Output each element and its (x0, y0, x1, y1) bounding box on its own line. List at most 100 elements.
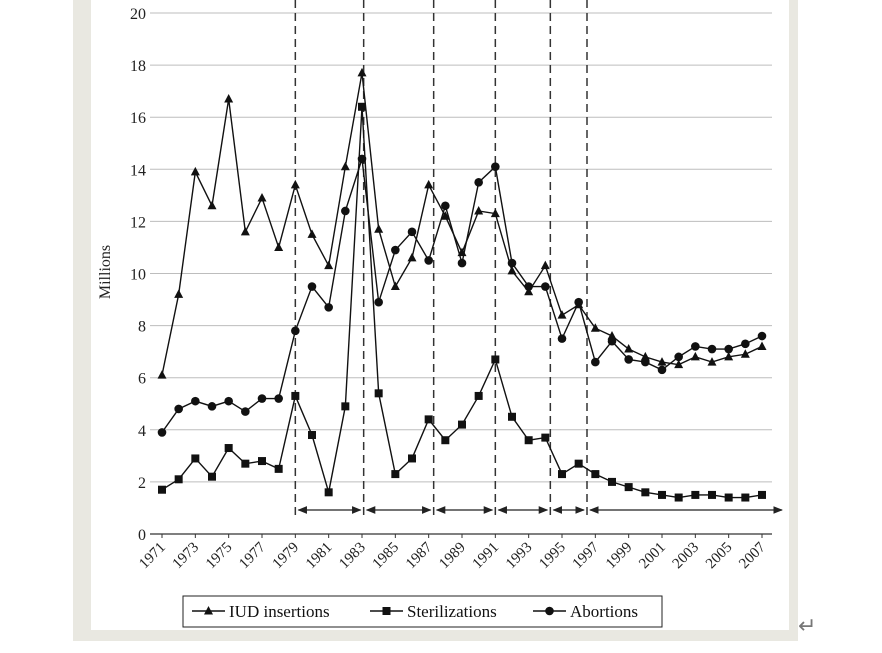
y-tick-labels: 0 2 4 6 8 10 12 14 16 18 20 (130, 6, 146, 544)
data-point (607, 336, 617, 346)
data-point (208, 472, 216, 481)
legend-label: Sterilizations (407, 602, 497, 621)
data-point (741, 339, 750, 349)
data-point (591, 470, 600, 479)
data-point (624, 483, 633, 492)
data-point (474, 178, 483, 187)
period-boundary-lines (294, 0, 588, 518)
data-point (608, 477, 616, 486)
legend: IUD insertions Sterilizations Abortions (182, 595, 663, 628)
data-point (241, 407, 250, 416)
data-point (524, 436, 533, 445)
gridlines (150, 12, 772, 535)
y-tick-label: 2 (138, 475, 146, 492)
x-tick-label: 2005 (703, 540, 736, 573)
figure-panel (91, 0, 789, 630)
x-tick-label: 1987 (403, 539, 436, 572)
data-point (391, 470, 400, 479)
data-point (274, 242, 284, 251)
x-tick-label: 1993 (503, 540, 536, 573)
y-axis-label: Millions (97, 245, 114, 299)
y-tick-label: 10 (130, 267, 146, 284)
data-point (474, 391, 483, 400)
data-point (324, 488, 333, 497)
data-point (174, 289, 184, 298)
series-circle (157, 154, 767, 437)
x-tick-label: 1997 (570, 539, 603, 572)
data-point (545, 606, 554, 616)
series-line (161, 72, 763, 376)
y-tick-label: 18 (130, 58, 146, 75)
data-point (324, 260, 334, 270)
data-point (557, 310, 567, 319)
data-point (674, 352, 683, 362)
x-tick-label: 2001 (636, 540, 669, 573)
data-point (174, 475, 183, 484)
y-tick-label: 12 (130, 214, 146, 231)
data-point (491, 162, 500, 171)
data-point (474, 205, 484, 215)
data-point (390, 281, 400, 291)
data-point (290, 179, 300, 189)
data-point (224, 93, 234, 103)
data-point (441, 201, 450, 211)
data-point (357, 67, 367, 77)
legend-label: IUD insertions (229, 602, 330, 621)
data-point (308, 431, 316, 440)
y-tick-label: 4 (138, 423, 146, 440)
data-point (690, 351, 700, 361)
data-point (258, 457, 266, 466)
x-tick-label: 1971 (136, 540, 169, 573)
legend-label: Abortions (570, 602, 638, 621)
series-triangle (157, 67, 767, 379)
x-tick-label: 1995 (536, 540, 569, 573)
data-point (574, 297, 583, 307)
x-tick-label: 1977 (236, 539, 269, 572)
data-point (204, 606, 213, 615)
data-point (624, 355, 633, 364)
data-point (558, 470, 566, 479)
data-point (757, 331, 767, 341)
data-point (257, 394, 267, 403)
data-point (157, 428, 167, 437)
data-point (724, 351, 734, 361)
data-point (440, 211, 450, 220)
legend-box (182, 595, 663, 628)
data-point (424, 415, 433, 424)
data-point (358, 102, 366, 111)
x-tick-label: 1981 (303, 540, 336, 573)
y-tick-label: 6 (138, 371, 146, 388)
data-point (658, 490, 666, 499)
data-point (374, 224, 384, 233)
data-point (707, 344, 717, 354)
x-tick-label: 1989 (436, 540, 469, 573)
data-point (274, 464, 283, 473)
data-point (291, 326, 300, 336)
y-tick-label: 16 (130, 110, 146, 127)
data-point (307, 229, 317, 238)
data-point (507, 258, 517, 268)
data-point (207, 402, 217, 411)
y-tick-label: 14 (130, 162, 146, 179)
data-point (240, 226, 250, 236)
data-point (407, 227, 417, 237)
data-point (458, 420, 466, 429)
x-tick-label: 1973 (170, 540, 203, 573)
x-tick-label: 1983 (336, 540, 369, 573)
data-point (324, 303, 333, 312)
series-line (161, 158, 763, 433)
x-tick-label: 2007 (736, 539, 769, 572)
data-point (708, 490, 716, 499)
data-point (607, 331, 617, 340)
data-point (541, 282, 550, 291)
return-arrow-icon: ↵ (798, 614, 817, 639)
x-tick-label: 1975 (203, 540, 236, 573)
data-point (574, 459, 583, 468)
data-point (508, 412, 516, 421)
data-point (691, 490, 700, 499)
data-point (391, 245, 400, 255)
series-layer (157, 67, 767, 502)
data-point (490, 208, 500, 218)
series-square (158, 102, 766, 502)
